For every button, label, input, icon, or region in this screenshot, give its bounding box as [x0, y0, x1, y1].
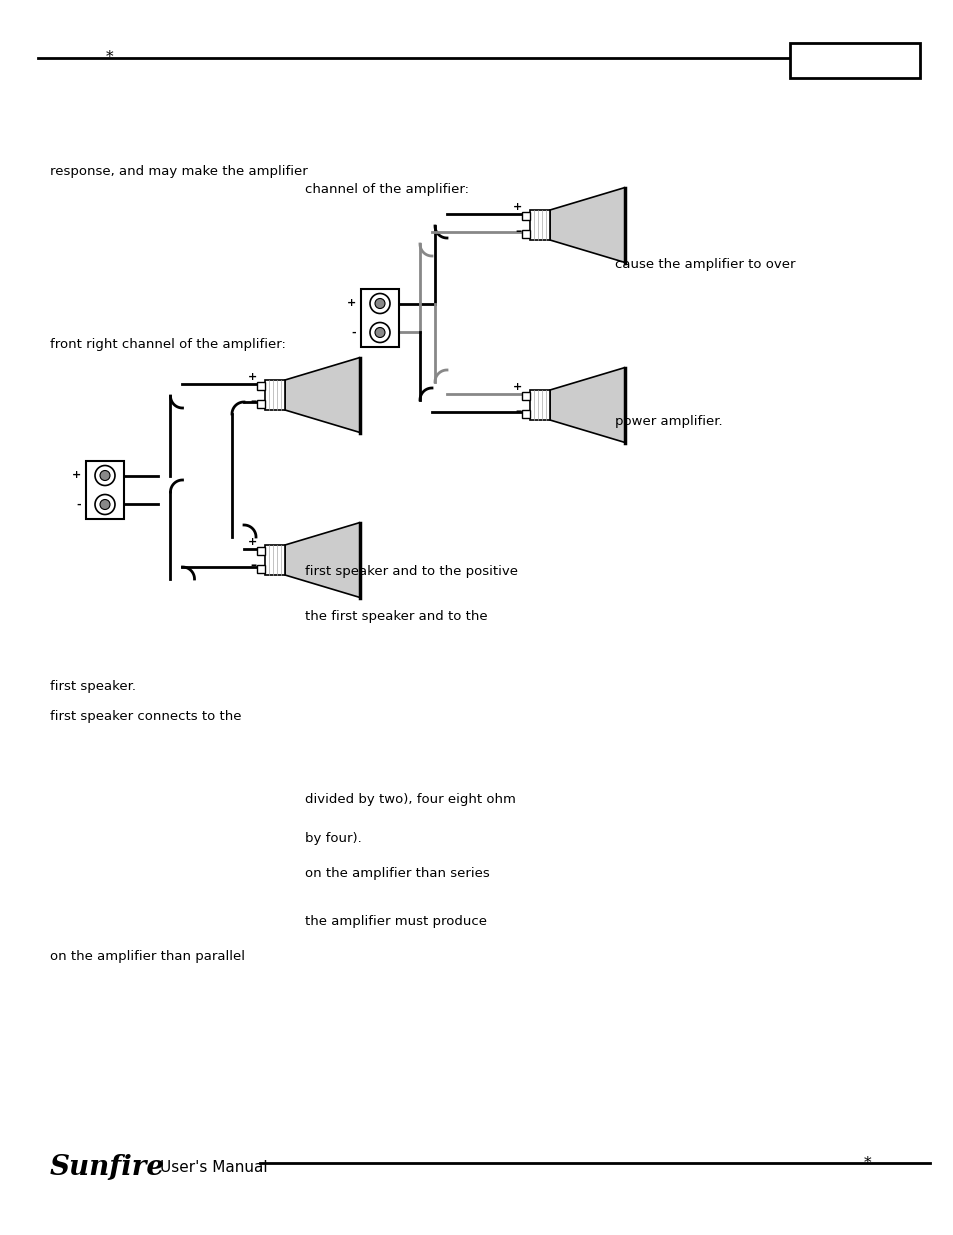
Text: -: -	[76, 499, 81, 510]
Text: power amplifier.: power amplifier.	[615, 415, 721, 429]
Text: on the amplifier than series: on the amplifier than series	[305, 867, 489, 881]
Bar	[530, 210, 550, 240]
Bar	[530, 390, 550, 420]
Text: the amplifier must produce: the amplifier must produce	[305, 915, 486, 927]
Circle shape	[375, 327, 385, 337]
Text: the first speaker and to the: the first speaker and to the	[305, 610, 487, 622]
Bar	[521, 410, 530, 417]
Bar	[521, 391, 530, 400]
Text: channel of the amplifier:: channel of the amplifier:	[305, 183, 469, 196]
Text: –: –	[251, 394, 256, 408]
Bar	[265, 380, 285, 410]
Bar	[256, 382, 265, 390]
Bar	[521, 230, 530, 238]
Bar	[265, 545, 285, 576]
Text: cause the amplifier to over: cause the amplifier to over	[615, 258, 795, 270]
Circle shape	[100, 499, 110, 510]
Circle shape	[370, 294, 390, 314]
Bar	[360, 289, 398, 347]
Text: +: +	[512, 203, 521, 212]
Circle shape	[100, 471, 110, 480]
Bar	[86, 461, 124, 519]
Text: -: -	[351, 327, 355, 337]
Text: *: *	[863, 1156, 871, 1170]
Text: response, and may make the amplifier: response, and may make the amplifier	[50, 165, 308, 178]
Polygon shape	[550, 188, 624, 263]
Text: first speaker and to the positive: first speaker and to the positive	[305, 564, 517, 578]
Bar	[521, 212, 530, 220]
Bar	[256, 400, 265, 408]
Text: +: +	[248, 372, 256, 382]
Text: –: –	[251, 559, 256, 573]
Circle shape	[95, 494, 115, 515]
Text: +: +	[71, 471, 81, 480]
Text: by four).: by four).	[305, 832, 361, 845]
Text: Sunfire: Sunfire	[50, 1155, 165, 1182]
Polygon shape	[550, 368, 624, 442]
Polygon shape	[285, 357, 359, 432]
Text: first speaker.: first speaker.	[50, 680, 136, 693]
Text: –: –	[516, 405, 521, 417]
Polygon shape	[285, 522, 359, 598]
Text: +: +	[512, 382, 521, 391]
Text: first speaker connects to the: first speaker connects to the	[50, 710, 241, 722]
Text: +: +	[346, 299, 355, 309]
Bar	[256, 564, 265, 573]
Text: divided by two), four eight ohm: divided by two), four eight ohm	[305, 793, 516, 806]
Bar	[256, 547, 265, 555]
Text: on the amplifier than parallel: on the amplifier than parallel	[50, 950, 245, 963]
Text: User's Manual: User's Manual	[160, 1161, 268, 1176]
Text: front right channel of the amplifier:: front right channel of the amplifier:	[50, 338, 286, 351]
Circle shape	[95, 466, 115, 485]
Text: +: +	[248, 537, 256, 547]
Circle shape	[370, 322, 390, 342]
Text: –: –	[516, 225, 521, 237]
Text: *: *	[106, 49, 113, 64]
Circle shape	[375, 299, 385, 309]
Bar	[789, 43, 919, 78]
